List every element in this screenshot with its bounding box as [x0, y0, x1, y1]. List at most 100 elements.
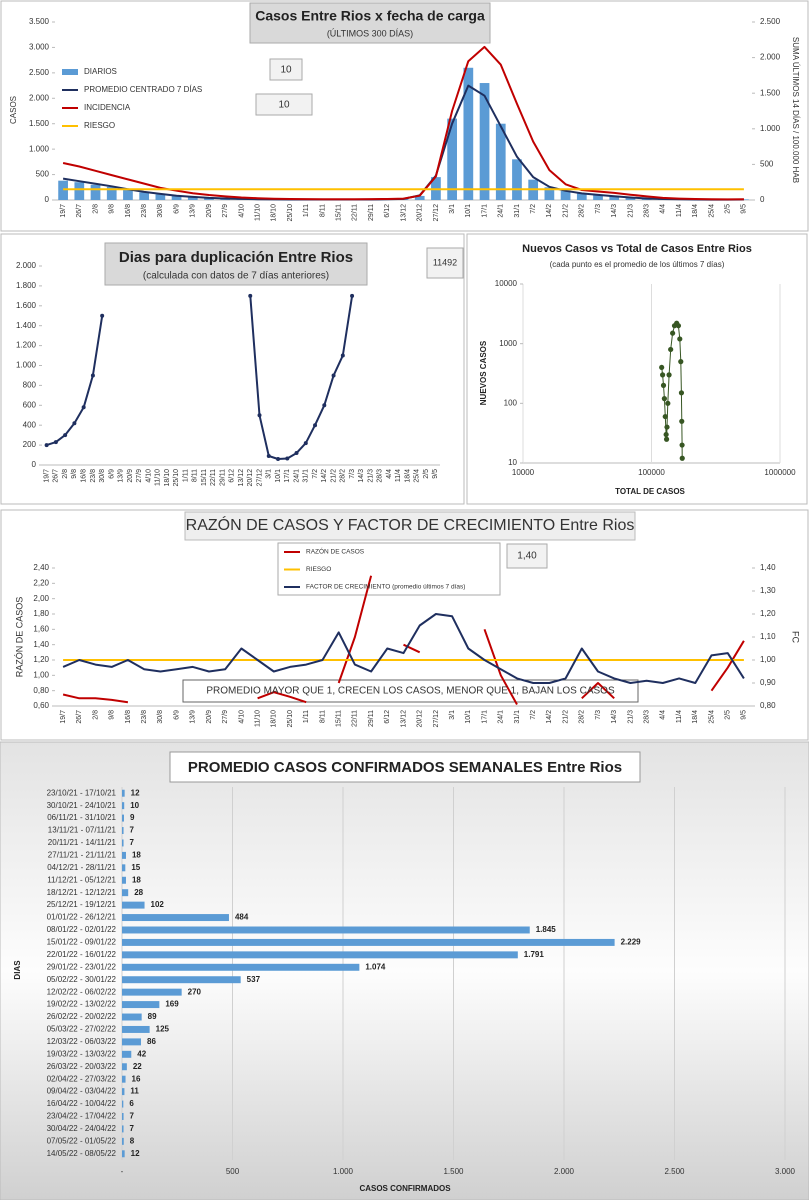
- panel: [0, 741, 809, 1200]
- bar: [122, 839, 124, 847]
- x-tick-label: 23/8: [90, 469, 97, 483]
- y-tick-label: 12/03/22 - 06/03/22: [47, 1037, 117, 1046]
- annotation: PROMEDIO MAYOR QUE 1, CRECEN LOS CASOS, …: [206, 686, 615, 697]
- marker: [53, 440, 58, 445]
- point: [679, 455, 685, 461]
- x-tick-label: 16/8: [125, 204, 132, 218]
- y-tick-label: 29/01/22 - 23/01/22: [47, 962, 117, 971]
- x-tick-label: 7/2: [530, 710, 537, 720]
- bar: [122, 1063, 127, 1071]
- value-label: 6: [129, 1099, 134, 1108]
- x-tick-label: 18/10: [271, 204, 278, 222]
- bar: [122, 901, 145, 909]
- x-tick-label: 4/4: [660, 204, 667, 214]
- x-tick-label: 25/4: [414, 469, 421, 483]
- y-tick-label: 09/04/22 - 03/04/22: [47, 1087, 117, 1096]
- x-tick-label: 15/11: [201, 469, 208, 486]
- bar: [544, 187, 555, 200]
- x-axis-label: CASOS CONFIRMADOS: [359, 1184, 451, 1193]
- point: [666, 372, 672, 378]
- x-tick-label: 6/9: [173, 204, 180, 214]
- value-label: 16: [132, 1074, 141, 1083]
- bar: [122, 1038, 142, 1046]
- x-tick-label: 31/1: [514, 710, 521, 724]
- marker: [285, 456, 290, 461]
- annotation-box: [426, 247, 464, 279]
- x-tick-label: 28/2: [579, 710, 586, 724]
- y-tick-label: 1,40: [33, 640, 49, 649]
- y-tick-label: 25/12/21 - 19/12/21: [47, 900, 117, 909]
- bar: [171, 195, 182, 200]
- legend-label: RAZÓN DE CASOS: [306, 547, 365, 556]
- bar: [122, 1025, 150, 1033]
- x-tick-label: 11/10: [254, 710, 261, 727]
- y-axis-label: DIAS: [13, 960, 22, 980]
- legend-label: FACTOR DE CRECIMIENTO (promedio últimos …: [306, 584, 465, 591]
- x-tick-label: 2/8: [92, 204, 99, 214]
- bar: [495, 123, 506, 200]
- y-tick-label: 3.500: [29, 17, 50, 26]
- x-tick-label: 25/4: [708, 204, 715, 218]
- x-tick-label: 22/11: [352, 710, 359, 727]
- value-label: 89: [148, 1012, 157, 1021]
- x-tick-label: 7/3: [595, 204, 602, 214]
- x-tick-label: 20/12: [417, 710, 424, 728]
- x-tick-label: 17/1: [481, 204, 488, 218]
- x-tick-label: 23/8: [141, 204, 148, 218]
- x-tick-label: 4/4: [386, 469, 393, 479]
- bar: [122, 1150, 125, 1158]
- bar: [106, 186, 117, 200]
- x-tick-label: 17/1: [284, 469, 291, 483]
- x-tick-label: 18/10: [271, 710, 278, 728]
- y-axis-label: RAZÓN DE CASOS: [14, 597, 24, 678]
- bar: [122, 864, 126, 872]
- x-tick-label: 7/2: [312, 469, 319, 479]
- point: [664, 424, 670, 430]
- x-tick-label: 26/7: [76, 204, 83, 218]
- bar: [90, 184, 101, 200]
- x-tick-label: 29/11: [219, 469, 226, 486]
- annotation: 10: [278, 100, 290, 111]
- x-tick-label: 13/12: [238, 469, 245, 487]
- y-tick-label: 2,00: [33, 594, 49, 603]
- x-tick-label: 14/2: [546, 204, 553, 218]
- bar: [122, 1001, 160, 1009]
- marker: [90, 373, 95, 378]
- x-tick-label: 14/3: [358, 469, 365, 483]
- x-tick-label: 100000: [638, 468, 665, 477]
- x-tick-label: 18/4: [692, 204, 699, 218]
- legend-label: DIARIOS: [84, 67, 117, 76]
- point: [675, 323, 682, 329]
- y-tick-label: 12/02/22 - 06/02/22: [47, 987, 117, 996]
- x-tick-label: 27/9: [136, 469, 143, 483]
- bar: [122, 1113, 124, 1120]
- y-tick-label: 800: [23, 381, 37, 390]
- bar: [122, 951, 518, 959]
- x-tick-label: 31/1: [514, 204, 521, 218]
- x-tick-label: 19/7: [43, 469, 50, 483]
- x-tick-label: 21/3: [627, 710, 634, 724]
- legend-swatch: [62, 69, 78, 75]
- y-tick-label: 3.000: [29, 43, 50, 52]
- y-tick-label: 1.000: [29, 144, 50, 153]
- x-tick-label: 4/4: [660, 710, 667, 720]
- x-tick-label: 1.500: [443, 1167, 464, 1176]
- x-tick-label: 18/4: [404, 469, 411, 483]
- y-tick-label: 16/04/22 - 10/04/22: [47, 1099, 117, 1108]
- x-tick-label: 21/2: [562, 204, 569, 218]
- x-tick-label: 6/12: [384, 204, 391, 218]
- y-tick-label: 2.500: [29, 68, 50, 77]
- x-tick-label: 20/12: [417, 204, 424, 222]
- y-tick-label: 18/12/21 - 12/12/21: [47, 888, 117, 897]
- value-label: 42: [137, 1049, 146, 1058]
- x-tick-label: 24/1: [498, 204, 505, 218]
- y-tick-label: 27/11/21 - 21/11/21: [48, 850, 117, 859]
- value-label: 7: [130, 1124, 135, 1133]
- x-tick-label: 26/7: [76, 710, 83, 724]
- x-tick-label: 16/8: [125, 710, 132, 724]
- y2-tick-label: 500: [760, 160, 774, 169]
- x-tick-label: 8/11: [319, 710, 326, 723]
- marker: [276, 457, 281, 462]
- bar: [122, 814, 124, 822]
- annotation: 1,40: [517, 551, 537, 562]
